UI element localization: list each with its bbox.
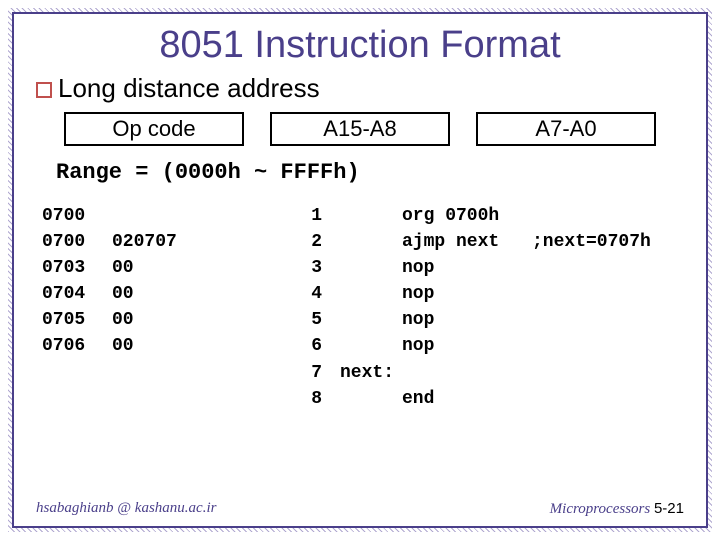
footer-author: hsabaghianb @ kashanu.ac.ir bbox=[36, 500, 216, 518]
cmt bbox=[532, 203, 684, 229]
bytes: 00 bbox=[112, 255, 302, 281]
label bbox=[332, 307, 394, 333]
ln: 1 bbox=[302, 203, 322, 229]
bullet-row: Long distance address bbox=[36, 73, 684, 104]
instr: end bbox=[402, 386, 532, 412]
format-box-low: A7-A0 bbox=[476, 112, 656, 146]
ln: 3 bbox=[302, 255, 322, 281]
ln: 2 bbox=[302, 229, 322, 255]
instr: nop bbox=[402, 333, 532, 359]
footer-page: 5-21 bbox=[654, 500, 684, 517]
ln: 8 bbox=[302, 386, 322, 412]
square-bullet-icon bbox=[36, 82, 52, 98]
instr: nop bbox=[402, 255, 532, 281]
cmt: ;next=0707h bbox=[532, 229, 684, 255]
col-line-number: 1 2 3 4 5 6 7 8 bbox=[302, 203, 332, 412]
range-text: Range = (0000h ~ FFFFh) bbox=[56, 160, 684, 185]
addr: 0706 bbox=[42, 333, 112, 359]
label bbox=[332, 203, 394, 229]
footer-course: Microprocessors bbox=[550, 501, 651, 517]
slide-title: 8051 Instruction Format bbox=[36, 24, 684, 67]
col-address: 0700 0700 0703 0704 0705 0706 bbox=[42, 203, 112, 412]
instr: org 0700h bbox=[402, 203, 532, 229]
addr: 0704 bbox=[42, 281, 112, 307]
bytes: 00 bbox=[112, 307, 302, 333]
addr: 0703 bbox=[42, 255, 112, 281]
ln: 7 bbox=[302, 360, 322, 386]
bytes bbox=[112, 203, 302, 229]
bytes: 00 bbox=[112, 281, 302, 307]
bullet-text: Long distance address bbox=[58, 73, 320, 104]
instr: ajmp next bbox=[402, 229, 532, 255]
addr: 0705 bbox=[42, 307, 112, 333]
col-comment: ;next=0707h bbox=[532, 203, 684, 412]
addr bbox=[42, 360, 112, 386]
bytes: 00 bbox=[112, 333, 302, 359]
cmt bbox=[532, 281, 684, 307]
footer: hsabaghianb @ kashanu.ac.ir Microprocess… bbox=[36, 500, 684, 518]
bytes bbox=[112, 386, 302, 412]
label bbox=[332, 386, 394, 412]
cmt bbox=[532, 360, 684, 386]
label bbox=[332, 333, 394, 359]
bytes bbox=[112, 360, 302, 386]
code-listing: 0700 0700 0703 0704 0705 0706 020707 00 … bbox=[42, 203, 684, 412]
format-box-high: A15-A8 bbox=[270, 112, 450, 146]
slide: 8051 Instruction Format Long distance ad… bbox=[0, 0, 720, 540]
ln: 4 bbox=[302, 281, 322, 307]
slide-body: 8051 Instruction Format Long distance ad… bbox=[12, 12, 708, 528]
addr bbox=[42, 386, 112, 412]
cmt bbox=[532, 386, 684, 412]
ln: 5 bbox=[302, 307, 322, 333]
cmt bbox=[532, 307, 684, 333]
col-instruction: org 0700h ajmp next nop nop nop nop end bbox=[402, 203, 532, 412]
instr: nop bbox=[402, 281, 532, 307]
ln: 6 bbox=[302, 333, 322, 359]
bytes: 020707 bbox=[112, 229, 302, 255]
format-box-opcode: Op code bbox=[64, 112, 244, 146]
cmt bbox=[532, 255, 684, 281]
instr: nop bbox=[402, 307, 532, 333]
format-boxes: Op code A15-A8 A7-A0 bbox=[64, 112, 684, 146]
addr: 0700 bbox=[42, 203, 112, 229]
footer-right: Microprocessors 5-21 bbox=[550, 500, 684, 518]
cmt bbox=[532, 333, 684, 359]
label bbox=[332, 229, 394, 255]
col-label: next: bbox=[332, 203, 402, 412]
col-bytes: 020707 00 00 00 00 bbox=[112, 203, 302, 412]
label bbox=[332, 255, 394, 281]
decorative-border: 8051 Instruction Format Long distance ad… bbox=[8, 8, 712, 532]
instr bbox=[402, 360, 532, 386]
label: next: bbox=[332, 360, 394, 386]
label bbox=[332, 281, 394, 307]
addr: 0700 bbox=[42, 229, 112, 255]
